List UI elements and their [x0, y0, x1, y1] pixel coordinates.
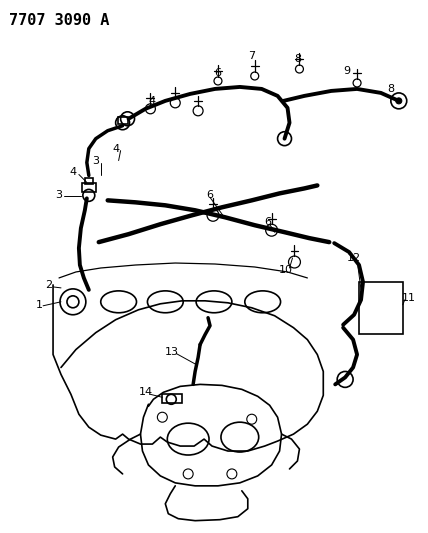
- Text: 10: 10: [279, 265, 292, 275]
- Bar: [359, 282, 403, 334]
- Bar: [85, 179, 93, 184]
- Text: 7: 7: [248, 51, 256, 61]
- Text: 3: 3: [56, 190, 62, 200]
- Bar: [118, 117, 128, 124]
- Text: 4: 4: [112, 143, 119, 154]
- Text: 7707 3090 A: 7707 3090 A: [9, 13, 110, 28]
- Text: 3: 3: [92, 156, 99, 166]
- Circle shape: [396, 98, 402, 104]
- Text: 13: 13: [165, 346, 179, 357]
- Text: 6: 6: [207, 190, 214, 200]
- Text: 4: 4: [149, 96, 156, 106]
- Text: 12: 12: [347, 253, 361, 263]
- Text: 11: 11: [402, 293, 416, 303]
- Text: 8: 8: [294, 54, 301, 64]
- Text: 6: 6: [214, 68, 221, 78]
- Text: 4: 4: [69, 167, 77, 177]
- Text: 9: 9: [344, 66, 351, 76]
- Text: 2: 2: [45, 280, 53, 290]
- Text: 8: 8: [387, 84, 395, 94]
- Bar: [82, 183, 96, 192]
- Text: 14: 14: [138, 387, 152, 397]
- Text: 1: 1: [36, 300, 43, 310]
- Bar: [162, 394, 182, 403]
- Text: 6: 6: [264, 217, 271, 227]
